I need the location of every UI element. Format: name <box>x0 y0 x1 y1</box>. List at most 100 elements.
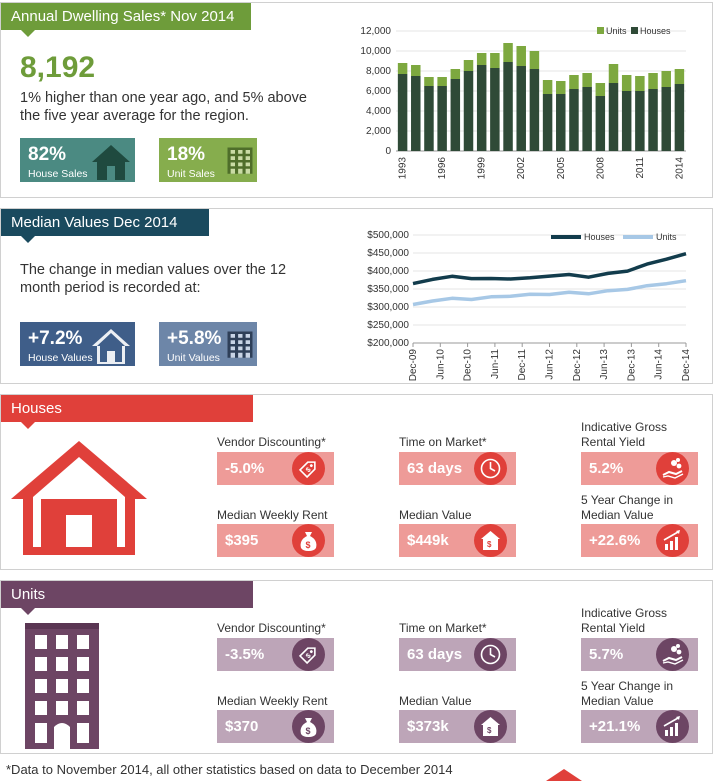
x-tick-label: 1996 <box>437 157 448 180</box>
svg-text:$: $ <box>305 652 313 660</box>
bar-houses-2008 <box>595 96 606 151</box>
legend-houses-label: Houses <box>640 26 671 36</box>
svg-text:$: $ <box>306 540 311 550</box>
x-tick-label: Dec-09 <box>408 349 419 382</box>
y-tick-label: $350,000 <box>367 284 409 295</box>
bar-houses-1999 <box>476 65 487 151</box>
unit-sales-tile: 18% Unit Sales <box>159 138 257 182</box>
stat-label: Median Weekly Rent <box>217 508 328 522</box>
unit-values-tile: +5.8% Unit Values <box>159 322 257 366</box>
x-tick-label: Jun-14 <box>654 349 665 380</box>
legend-houses-label: Houses <box>584 232 615 242</box>
clock-icon <box>474 638 507 671</box>
bar-units-2008 <box>595 83 606 96</box>
bar-houses-1998 <box>463 71 474 151</box>
stat-label: Vendor Discounting* <box>217 621 326 635</box>
clock-icon <box>474 452 507 485</box>
stat-label: 5 Year Change in Median Value <box>581 493 674 522</box>
x-tick-label: Dec-13 <box>626 349 637 382</box>
median-panel: Median Values Dec 2014 The change in med… <box>0 208 713 384</box>
bar-units-1999 <box>476 53 487 65</box>
sales-panel: Annual Dwelling Sales* Nov 2014 8,192 1%… <box>0 2 713 198</box>
bar-units-2009 <box>608 64 619 83</box>
median-values-line-chart: $200,000 $250,000 $300,000 $350,000 $400,000… <box>367 230 692 382</box>
stat-label: Median Value <box>399 508 472 522</box>
bar-units-1993 <box>397 63 408 74</box>
money-bag-icon: $ <box>292 710 325 743</box>
bar-units-2003 <box>529 51 540 69</box>
x-tick-label: Jun-12 <box>545 349 556 380</box>
houses-tab-title: Houses <box>1 395 253 429</box>
bar-units-2001 <box>503 43 513 62</box>
legend-units-label: Units <box>606 26 627 36</box>
bar-units-2010 <box>621 75 632 91</box>
tag-icon: $ <box>292 638 325 671</box>
money-bag-icon: $ <box>292 524 325 557</box>
x-tick-label: 2008 <box>595 157 606 180</box>
annual-sales-bar-chart: 0 2,000 4,000 6,000 8,000 10,000 12,000 1993 19… <box>360 26 686 180</box>
median-tab-title: Median Values Dec 2014 <box>1 209 209 243</box>
stat-label: Median Weekly Rent <box>217 694 328 708</box>
unit-sales-value: 18% <box>167 144 206 165</box>
bar-houses-2005 <box>556 94 566 151</box>
stat-label: Indicative Gross Rental Yield <box>581 606 668 635</box>
legend-houses-swatch <box>631 27 638 34</box>
x-tick-label: Dec-12 <box>572 349 583 382</box>
sales-tab-title: Annual Dwelling Sales* Nov 2014 <box>1 3 251 37</box>
y-tick-label: 4,000 <box>366 106 391 117</box>
bar-units-2004 <box>542 80 553 94</box>
house-values-label: House Values <box>28 352 93 364</box>
bar-units-1996 <box>437 77 447 86</box>
legend-units-label: Units <box>656 232 677 242</box>
x-tick-label: Jun-10 <box>435 349 446 380</box>
y-tick-label: 10,000 <box>360 46 391 57</box>
svg-text:$: $ <box>305 466 313 474</box>
house-dollar-icon: $ <box>474 524 507 557</box>
house-sales-value: 82% <box>28 144 67 165</box>
apartment-illustration-icon <box>25 623 99 749</box>
x-tick-label: Dec-10 <box>463 349 474 382</box>
bar-units-1998 <box>463 60 474 71</box>
bar-houses-2009 <box>608 83 619 151</box>
y-tick-label: 0 <box>385 146 391 157</box>
bar-houses-2006 <box>569 89 579 151</box>
stat-label: Vendor Discounting* <box>217 435 326 449</box>
house-dollar-icon: $ <box>474 710 507 743</box>
tag-icon: $ <box>292 452 325 485</box>
stat-label: Time on Market* <box>399 621 487 635</box>
bar-houses-1993 <box>397 74 408 151</box>
bar-houses-2002 <box>516 66 526 151</box>
y-tick-label: $250,000 <box>367 320 409 331</box>
unit-values-value: +5.8% <box>167 328 222 349</box>
house-values-value: +7.2% <box>28 328 83 349</box>
bar-houses-1997 <box>450 79 461 151</box>
scroll-to-top-arrow-icon[interactable] <box>546 769 582 781</box>
svg-text:$: $ <box>306 726 311 736</box>
x-tick-label: 2002 <box>516 157 527 180</box>
stat-label: 5 Year Change in Median Value <box>581 679 674 708</box>
y-tick-label: 2,000 <box>366 126 391 137</box>
footnote: *Data to November 2014, all other statis… <box>6 762 453 777</box>
y-tick-label: 8,000 <box>366 66 391 77</box>
bar-units-2005 <box>556 81 566 94</box>
unit-sales-label: Unit Sales <box>167 168 215 180</box>
bar-houses-2003 <box>529 69 540 151</box>
y-tick-label: $500,000 <box>367 230 409 241</box>
bar-houses-2004 <box>542 94 553 151</box>
x-tick-label: Jun-13 <box>599 349 610 380</box>
hand-coins-icon <box>656 452 689 485</box>
y-tick-label: $450,000 <box>367 248 409 259</box>
legend-units-swatch <box>597 27 604 34</box>
unit-values-label: Unit Values <box>167 352 220 364</box>
x-tick-label: 1993 <box>398 157 409 180</box>
stat-label: Indicative Gross Rental Yield <box>581 420 668 449</box>
sales-big-number: 8,192 <box>20 51 96 84</box>
bar-units-1995 <box>424 77 434 86</box>
apartment-building-icon <box>227 331 253 358</box>
units-panel: Units Vendor Discounting* -3.5% $ Time on M… <box>0 580 713 754</box>
bar-units-2011 <box>635 76 645 91</box>
bar-houses-1994 <box>411 76 421 151</box>
house-icon <box>92 329 130 364</box>
stat-label: Time on Market* <box>399 435 487 449</box>
bar-units-1994 <box>411 65 421 76</box>
